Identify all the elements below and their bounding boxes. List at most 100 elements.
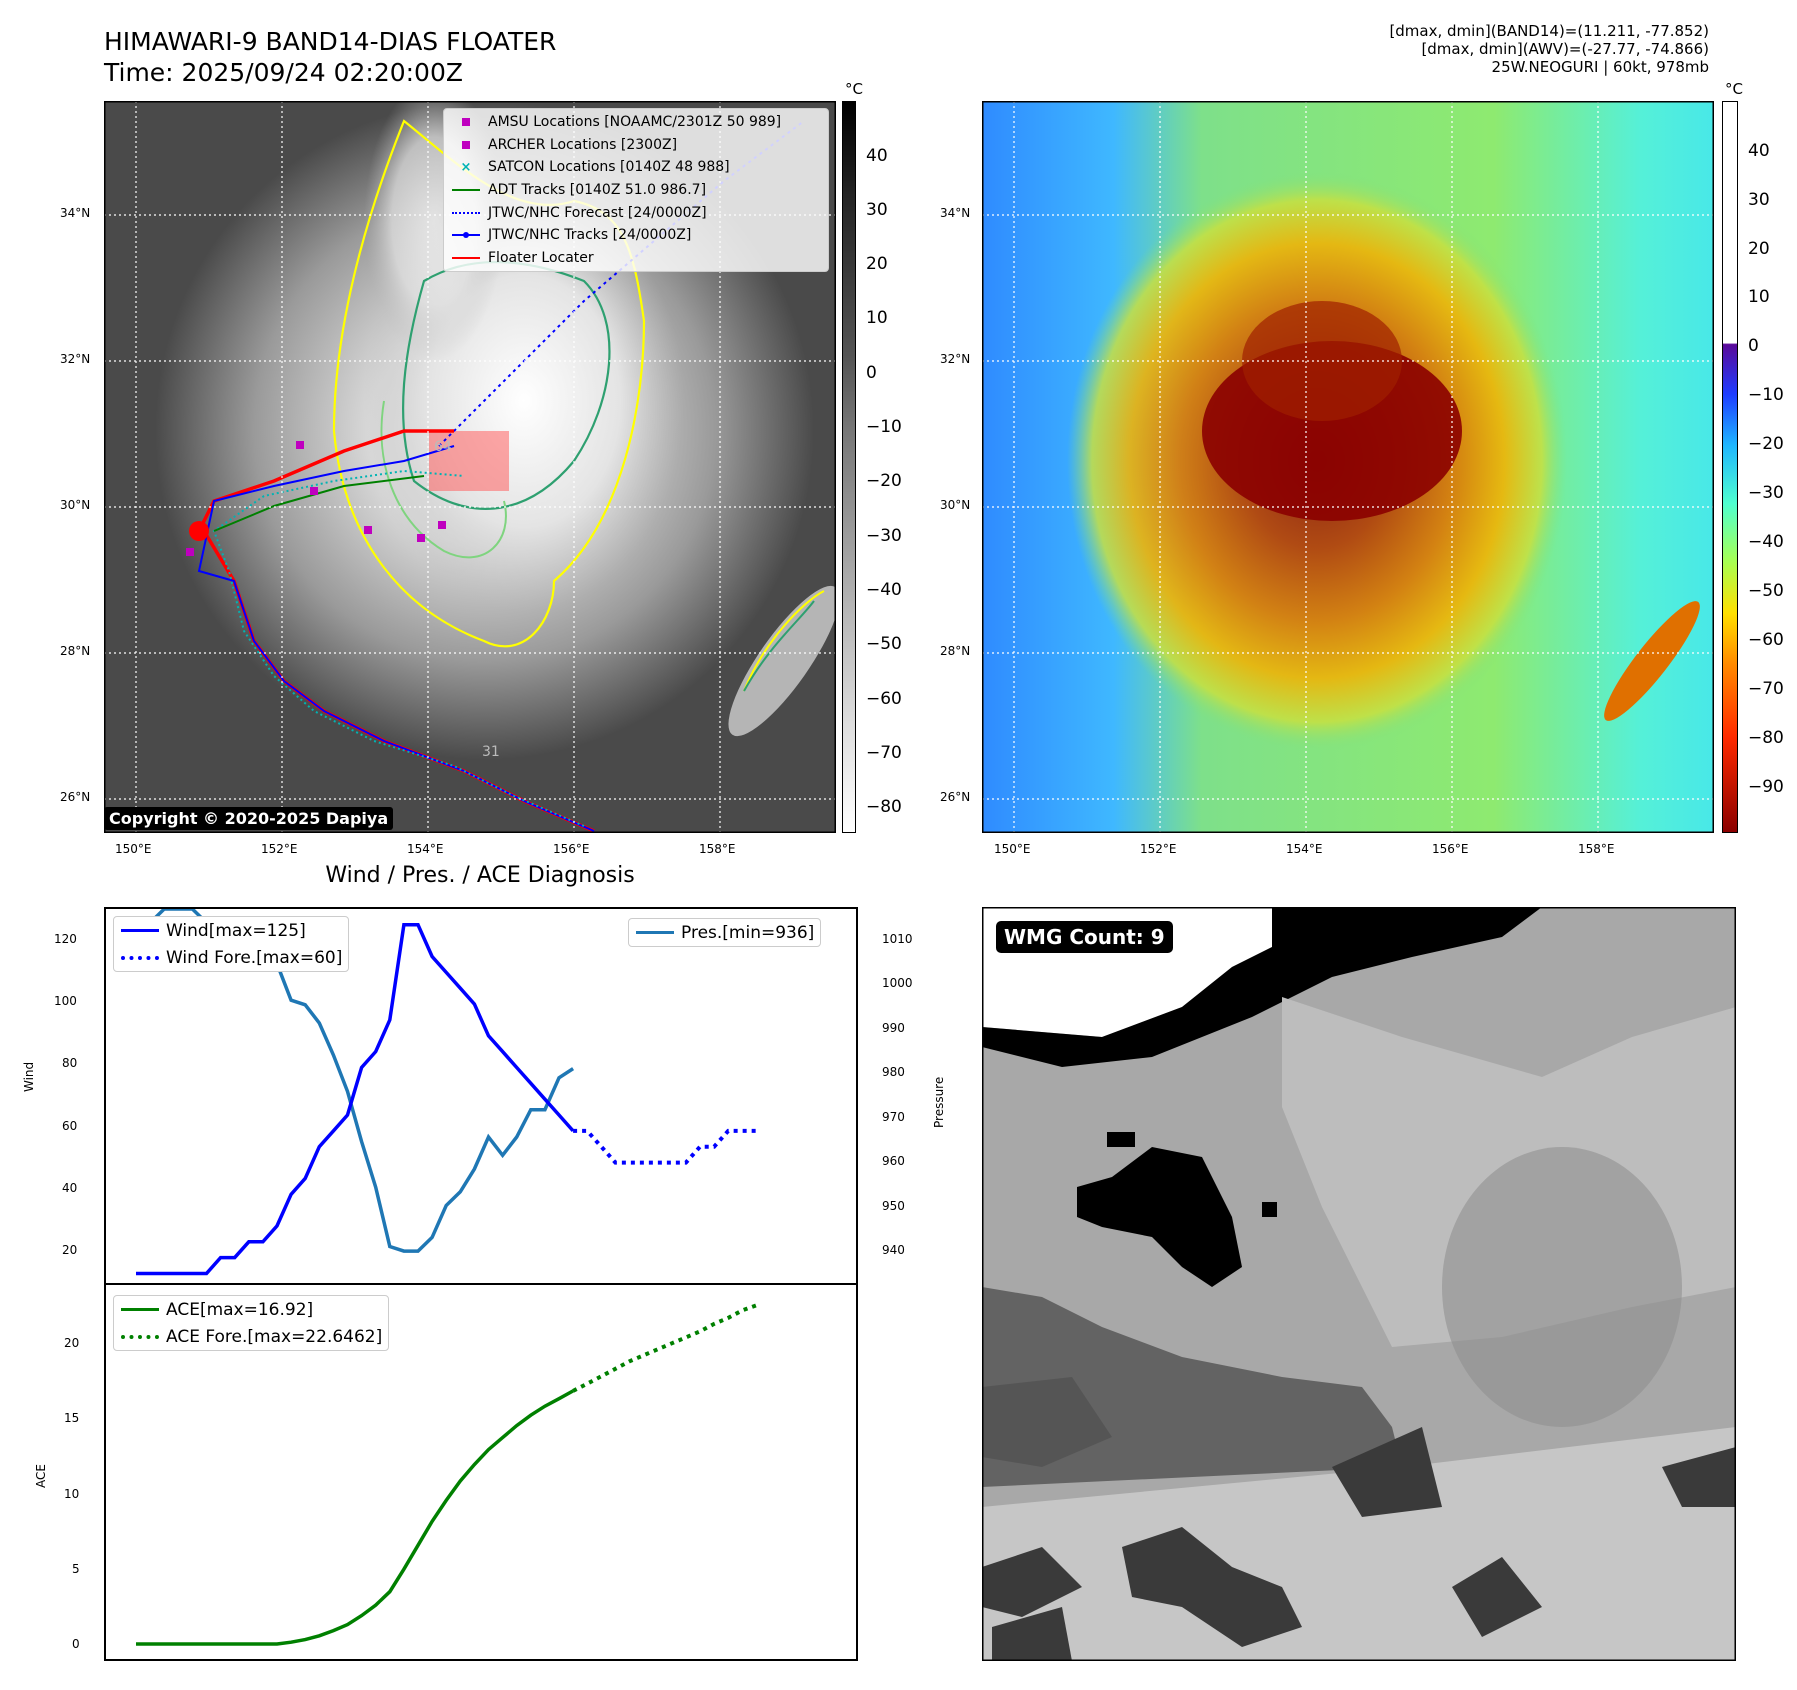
ir-lat-34: 34°N: [60, 206, 91, 220]
legend-floater-label: Floater Locater: [488, 249, 594, 266]
pres-tick: 940: [882, 1243, 905, 1257]
legend-archer-label: ARCHER Locations [2300Z]: [488, 136, 678, 153]
legend-wind-fore: Wind Fore.[max=60]: [114, 944, 348, 971]
ir-lon-152: 152°E: [261, 842, 298, 856]
info-line-2: [dmax, dmin](AWV)=(-27.77, -74.866): [1421, 40, 1709, 58]
contour-label-31: 31: [482, 744, 500, 760]
ir-cb-tick: −40: [866, 580, 902, 600]
ir-cb-tick: −70: [866, 743, 902, 763]
ace-line-icon: [114, 1308, 166, 1311]
wind-legend: Wind[max=125] Wind Fore.[max=60]: [113, 916, 350, 972]
ir-cb-tick: 30: [866, 200, 888, 220]
ir-cb-tick: −20: [866, 471, 902, 491]
ir-lon-156: 156°E: [553, 842, 590, 856]
awv-cb-tick: 10: [1748, 287, 1770, 307]
legend-ace-fore-label: ACE Fore.[max=22.6462]: [166, 1326, 383, 1347]
pres-tick: 950: [882, 1199, 905, 1213]
wind-tick: 120: [54, 932, 77, 946]
pres-legend: Pres.[min=936]: [628, 918, 822, 947]
floater-line-icon: [444, 256, 488, 259]
awv-cb-tick: −40: [1748, 532, 1784, 552]
awv-color-map: [982, 101, 1714, 833]
ir-lat-32: 32°N: [60, 352, 91, 366]
ir-lat-28: 28°N: [60, 644, 91, 658]
wmg-count-badge: WMG Count: 9: [996, 921, 1173, 953]
legend-jtwc-tracks-label: JTWC/NHC Tracks [24/0000Z]: [488, 227, 692, 244]
jtwc-tracks-line-icon: [444, 232, 488, 239]
copyright-badge: Copyright © 2020-2025 Dapiya: [104, 807, 394, 830]
awv-lat-28: 28°N: [940, 644, 971, 658]
legend-pres-label: Pres.[min=936]: [681, 922, 815, 943]
ace-fore-line-icon: [114, 1334, 166, 1339]
wind-tick: 100: [54, 994, 77, 1008]
ir-colorbar-unit: °C: [845, 80, 863, 98]
ace-axes-frame: [104, 1283, 858, 1661]
awv-lon-152: 152°E: [1140, 842, 1177, 856]
wind-tick: 80: [62, 1056, 78, 1070]
legend-ace-label: ACE[max=16.92]: [166, 1299, 314, 1320]
wind-line-icon: [114, 929, 166, 932]
legend-jtwc-forecast-label: JTWC/NHC Forecast [24/0000Z]: [488, 204, 707, 221]
info-line-1: [dmax, dmin](BAND14)=(11.211, -77.852): [1389, 22, 1709, 40]
ir-cb-tick: 0: [866, 363, 877, 383]
title-line-1: HIMAWARI-9 BAND14-DIAS FLOATER: [104, 27, 557, 56]
awv-cb-tick: 40: [1748, 141, 1770, 161]
ir-cb-tick: 20: [866, 254, 888, 274]
pres-tick: 980: [882, 1065, 905, 1079]
wind-line: [136, 923, 575, 1276]
archer-marker-icon: [444, 140, 488, 149]
ir-cb-tick: −30: [866, 526, 902, 546]
ir-lon-154: 154°E: [407, 842, 444, 856]
ace-subplot: [136, 1303, 758, 1646]
awv-cb-tick: −50: [1748, 581, 1784, 601]
floater-locater-box: [429, 431, 509, 491]
adt-track: [213, 475, 425, 532]
legend-wind-fore-label: Wind Fore.[max=60]: [166, 947, 343, 968]
ir-cb-tick: −50: [866, 634, 902, 654]
awv-cb-tick: −30: [1748, 483, 1784, 503]
ir-cb-tick: 10: [866, 308, 888, 328]
ir-legend: AMSU Locations [NOAAMC/2301Z 50 989] ARC…: [443, 108, 829, 273]
legend-floater: Floater Locater: [444, 247, 828, 270]
legend-ace: ACE[max=16.92]: [114, 1296, 388, 1323]
adt-line-icon: [444, 189, 488, 192]
title-line-2: Time: 2025/09/24 02:20:00Z: [104, 58, 463, 87]
diagnosis-title: Wind / Pres. / ACE Diagnosis: [325, 863, 635, 888]
awv-cb-tick: 0: [1748, 336, 1759, 356]
legend-satcon: × SATCON Locations [0140Z 48 988]: [444, 156, 828, 179]
wind-axis-label: Wind: [22, 1061, 36, 1092]
legend-wind: Wind[max=125]: [114, 917, 348, 944]
ace-forecast-line: [572, 1303, 758, 1393]
pres-tick: 1000: [882, 976, 913, 990]
ace-axis-label: ACE: [34, 1464, 48, 1488]
legend-amsu-label: AMSU Locations [NOAAMC/2301Z 50 989]: [488, 114, 782, 131]
pres-tick: 960: [882, 1154, 905, 1168]
contour-label-64: 64: [434, 439, 452, 455]
pres-axis-label: Pressure: [932, 1076, 946, 1128]
legend-pres: Pres.[min=936]: [629, 919, 820, 946]
awv-lat-34: 34°N: [940, 206, 971, 220]
ace-tick: 5: [72, 1562, 80, 1576]
ace-legend: ACE[max=16.92] ACE Fore.[max=22.6462]: [113, 1295, 390, 1351]
legend-archer: ARCHER Locations [2300Z]: [444, 134, 828, 157]
legend-amsu: AMSU Locations [NOAAMC/2301Z 50 989]: [444, 111, 828, 134]
legend-jtwc-forecast: JTWC/NHC Forecast [24/0000Z]: [444, 201, 828, 224]
wind-fore-line-icon: [114, 955, 166, 960]
awv-lon-156: 156°E: [1432, 842, 1469, 856]
ir-cb-tick: −80: [866, 797, 902, 817]
pres-line-icon: [629, 931, 681, 934]
awv-cb-tick: −80: [1748, 728, 1784, 748]
awv-cb-tick: 30: [1748, 190, 1770, 210]
legend-ace-fore: ACE Fore.[max=22.6462]: [114, 1323, 388, 1350]
ir-colorbar: [842, 101, 856, 833]
amsu-marker-icon: [444, 118, 488, 127]
satcon-marker-icon: ×: [460, 159, 472, 175]
legend-wind-label: Wind[max=125]: [166, 920, 306, 941]
ace-tick: 15: [64, 1411, 80, 1425]
satcon-track: [212, 469, 585, 827]
wind-tick: 20: [62, 1243, 78, 1257]
awv-cb-tick: −90: [1748, 777, 1784, 797]
awv-gridlines: [982, 101, 1714, 833]
ir-lat-26: 26°N: [60, 790, 91, 804]
awv-lat-26: 26°N: [940, 790, 971, 804]
